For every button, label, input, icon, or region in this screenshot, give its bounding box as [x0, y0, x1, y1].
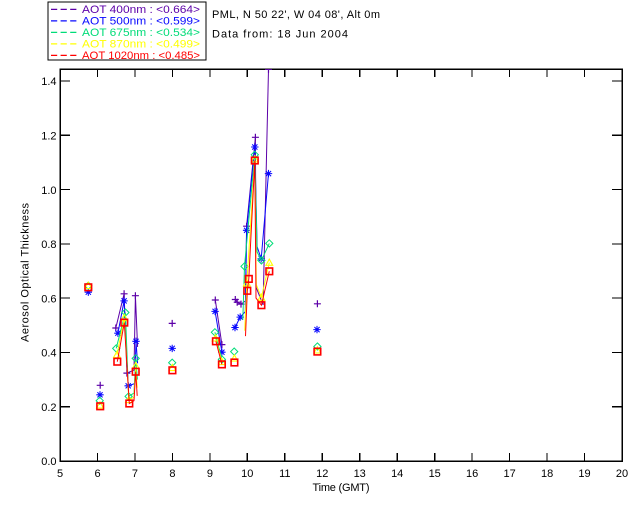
- svg-text:6: 6: [94, 468, 100, 480]
- svg-text:7: 7: [132, 468, 138, 480]
- svg-text:0.8: 0.8: [41, 239, 56, 251]
- svg-text:AOT 870nm : <0.499>: AOT 870nm : <0.499>: [82, 39, 200, 51]
- svg-text:8: 8: [169, 468, 175, 480]
- svg-text:Time (GMT): Time (GMT): [313, 482, 370, 494]
- svg-text:15: 15: [429, 468, 441, 480]
- svg-text:0.4: 0.4: [41, 348, 56, 360]
- svg-text:0.2: 0.2: [41, 402, 56, 414]
- svg-text:AOT 675nm : <0.534>: AOT 675nm : <0.534>: [82, 27, 200, 39]
- svg-text:PML, N 50 22', W 04 08', Alt 0: PML, N 50 22', W 04 08', Alt 0m: [212, 9, 380, 21]
- svg-text:17: 17: [503, 468, 515, 480]
- svg-text:0.0: 0.0: [41, 456, 56, 468]
- svg-text:16: 16: [466, 468, 478, 480]
- svg-text:1.4: 1.4: [41, 76, 56, 88]
- svg-text:18: 18: [541, 468, 553, 480]
- svg-text:5: 5: [57, 468, 63, 480]
- svg-text:10: 10: [241, 468, 253, 480]
- svg-text:0.6: 0.6: [41, 293, 56, 305]
- svg-text:14: 14: [391, 468, 403, 480]
- svg-text:19: 19: [578, 468, 590, 480]
- svg-text:AOT 400nm : <0.664>: AOT 400nm : <0.664>: [82, 4, 200, 16]
- svg-text:1.0: 1.0: [41, 185, 56, 197]
- svg-text:1.2: 1.2: [41, 131, 56, 143]
- svg-text:Aerosol Optical Thickness: Aerosol Optical Thickness: [20, 203, 32, 343]
- svg-text:20: 20: [616, 468, 628, 480]
- svg-text:AOT 500nm : <0.599>: AOT 500nm : <0.599>: [82, 16, 200, 28]
- svg-text:AOT 1020nm : <0.485>: AOT 1020nm : <0.485>: [82, 50, 200, 62]
- svg-text:9: 9: [207, 468, 213, 480]
- svg-text:Data from: 18 Jun 2004: Data from: 18 Jun 2004: [212, 29, 348, 41]
- svg-text:13: 13: [354, 468, 366, 480]
- svg-text:11: 11: [279, 468, 290, 480]
- svg-text:12: 12: [316, 468, 328, 480]
